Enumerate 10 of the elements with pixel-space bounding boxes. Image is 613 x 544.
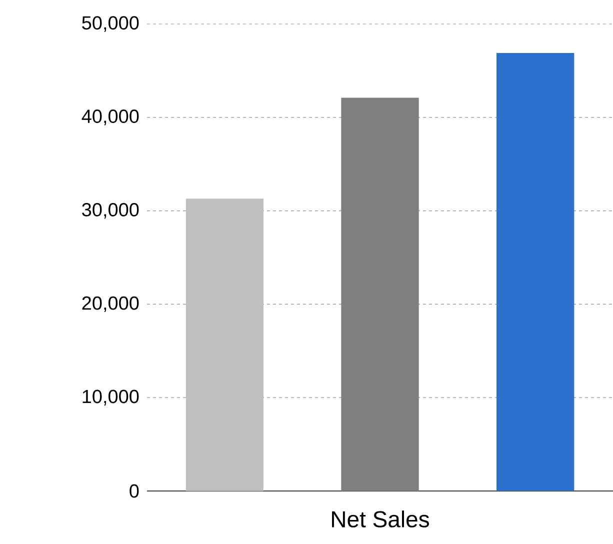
- bar: [341, 98, 419, 491]
- y-tick-label: 10,000: [82, 390, 139, 406]
- y-tick-label: 50,000: [82, 16, 139, 32]
- y-tick-label: 40,000: [82, 110, 139, 126]
- bar: [496, 52, 574, 491]
- y-tick-label: 20,000: [82, 296, 139, 312]
- bar: [186, 198, 264, 491]
- y-tick-label: 30,000: [82, 202, 139, 219]
- x-tick-label: Net Sales: [332, 510, 429, 528]
- y-tick-label: 0: [130, 484, 139, 498]
